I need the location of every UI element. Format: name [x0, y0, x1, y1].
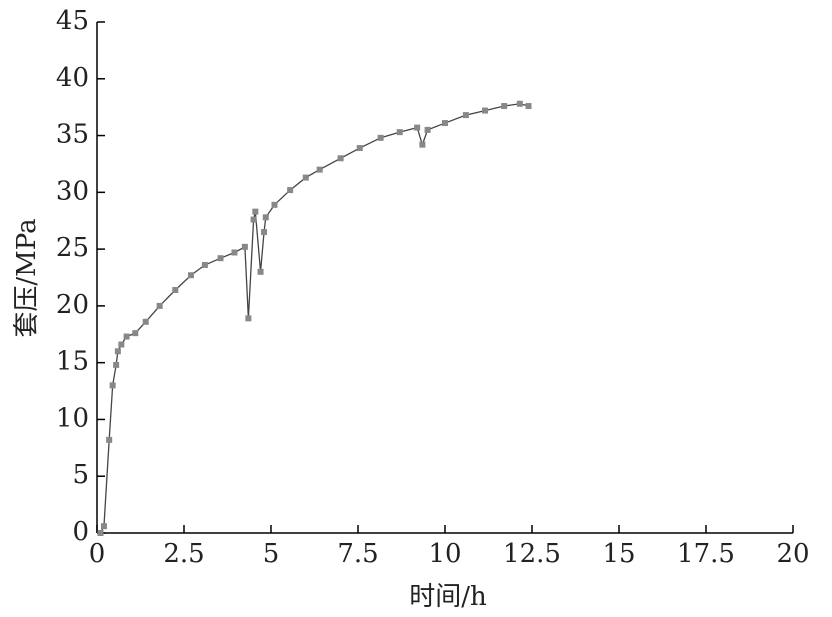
data-point	[142, 318, 149, 325]
x-tick-label: 12.5	[503, 539, 561, 569]
y-tick-label: 40	[56, 63, 89, 93]
x-tick-label: 7.5	[337, 539, 378, 569]
y-tick-label: 45	[56, 6, 89, 36]
data-point	[262, 214, 269, 221]
data-point	[100, 523, 107, 530]
data-point	[396, 129, 403, 136]
x-tick-label: 10	[428, 539, 461, 569]
data-point	[482, 107, 489, 114]
data-point	[516, 100, 523, 107]
data-point	[172, 286, 179, 293]
data-point	[287, 187, 294, 194]
data-point	[377, 134, 384, 141]
x-tick-label: 15	[602, 539, 635, 569]
y-tick-label: 15	[56, 347, 89, 377]
data-point	[501, 103, 508, 110]
data-point	[156, 302, 163, 309]
data-point	[114, 348, 121, 355]
data-point	[231, 249, 238, 256]
data-point	[187, 272, 194, 279]
y-axis-label: 套压/MPa	[12, 218, 42, 337]
data-point	[356, 145, 363, 152]
y-tick-label: 20	[56, 290, 89, 320]
x-axis-label: 时间/h	[409, 582, 487, 612]
data-point	[316, 166, 323, 173]
x-tick-label: 2.5	[163, 539, 204, 569]
x-tick-label: 17.5	[677, 539, 735, 569]
data-point	[424, 126, 431, 133]
data-point	[302, 174, 309, 181]
data-point	[245, 315, 252, 322]
data-point	[419, 141, 426, 148]
y-tick-label: 0	[72, 517, 89, 547]
x-tick-label: 5	[263, 539, 280, 569]
x-tick-label: 20	[776, 539, 809, 569]
data-point	[113, 361, 120, 368]
data-point	[106, 436, 113, 443]
y-tick-label: 30	[56, 176, 89, 206]
y-tick-label: 25	[56, 233, 89, 263]
data-point	[261, 229, 268, 236]
data-point	[257, 268, 264, 275]
data-point	[442, 120, 448, 127]
data-point	[525, 103, 532, 110]
data-point	[271, 201, 278, 208]
data-point	[462, 112, 469, 119]
data-point	[250, 216, 257, 223]
data-point	[217, 255, 224, 262]
y-tick-label: 35	[56, 120, 89, 150]
data-point	[132, 330, 139, 337]
data-point	[118, 341, 125, 348]
data-point	[337, 155, 344, 162]
data-point	[414, 124, 421, 131]
y-tick-label: 10	[56, 403, 89, 433]
data-point	[123, 333, 130, 340]
data-line	[99, 103, 529, 534]
data-point	[241, 243, 248, 250]
y-tick-label: 5	[72, 460, 89, 490]
x-tick-label: 0	[89, 539, 106, 569]
data-point	[252, 208, 259, 215]
data-point	[109, 382, 116, 389]
data-point	[201, 262, 208, 269]
data-point	[97, 530, 104, 536]
